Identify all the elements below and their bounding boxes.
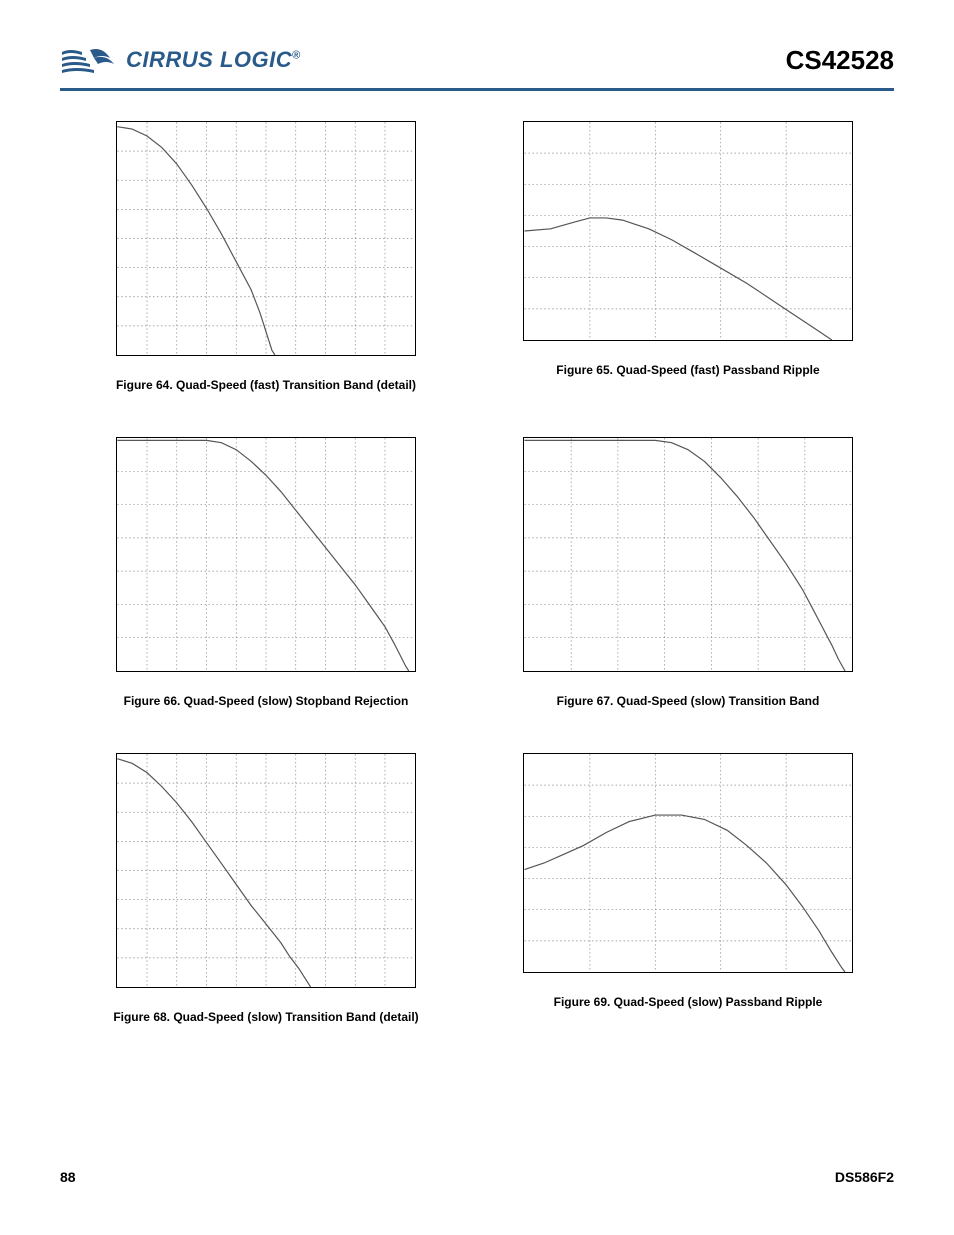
chart	[523, 753, 853, 973]
page-header: CIRRUS LOGIC® CS42528	[60, 40, 894, 91]
figure-caption: Figure 66. Quad-Speed (slow) Stopband Re…	[124, 694, 409, 708]
figure-block: Figure 67. Quad-Speed (slow) Transition …	[502, 437, 874, 708]
chart	[523, 437, 853, 672]
page-footer: 88 DS586F2	[60, 1169, 894, 1185]
figure-caption: Figure 68. Quad-Speed (slow) Transition …	[113, 1010, 418, 1024]
figure-caption: Figure 69. Quad-Speed (slow) Passband Ri…	[554, 995, 823, 1009]
doc-number: DS586F2	[835, 1169, 894, 1185]
chart-curve	[117, 440, 408, 671]
page-number: 88	[60, 1169, 76, 1185]
part-number: CS42528	[786, 45, 894, 76]
chart	[523, 121, 853, 341]
figure-caption: Figure 64. Quad-Speed (fast) Transition …	[116, 378, 416, 392]
chart-curve	[117, 759, 310, 987]
chart-curve	[525, 815, 845, 972]
figures-grid: Figure 64. Quad-Speed (fast) Transition …	[60, 121, 894, 1024]
chart-curve	[117, 127, 275, 355]
figure-block: Figure 66. Quad-Speed (slow) Stopband Re…	[80, 437, 452, 708]
chart-curve	[525, 218, 832, 340]
cirrus-logo-icon	[60, 40, 120, 80]
chart-curve	[524, 440, 845, 671]
figure-block: Figure 68. Quad-Speed (slow) Transition …	[80, 753, 452, 1024]
chart	[116, 753, 416, 988]
figure-caption: Figure 67. Quad-Speed (slow) Transition …	[557, 694, 820, 708]
figure-block: Figure 65. Quad-Speed (fast) Passband Ri…	[502, 121, 874, 392]
figure-block: Figure 64. Quad-Speed (fast) Transition …	[80, 121, 452, 392]
chart	[116, 437, 416, 672]
figure-caption: Figure 65. Quad-Speed (fast) Passband Ri…	[556, 363, 819, 377]
logo-text: CIRRUS LOGIC®	[126, 47, 301, 73]
figure-block: Figure 69. Quad-Speed (slow) Passband Ri…	[502, 753, 874, 1024]
logo: CIRRUS LOGIC®	[60, 40, 301, 80]
chart	[116, 121, 416, 356]
